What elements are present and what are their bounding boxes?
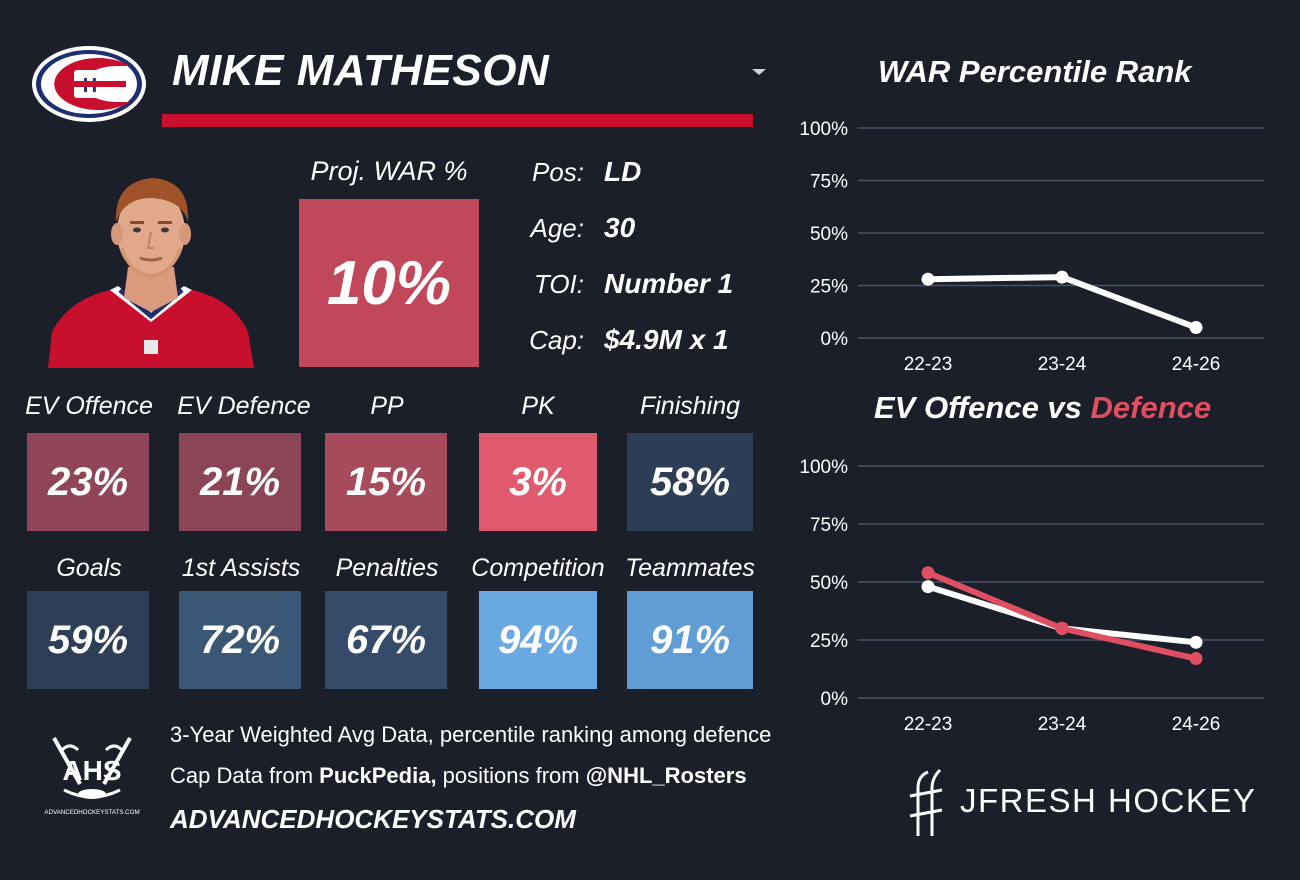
x-tick-label: 24-26 — [1172, 354, 1221, 375]
info-key: Age: — [530, 212, 585, 243]
info-value: LD — [604, 156, 642, 187]
stat-label-1st-assists: 1st Assists — [181, 554, 301, 582]
x-tick-label: 23-24 — [1038, 354, 1087, 375]
proj-war-label: Proj. WAR % — [310, 156, 468, 186]
chart-title-part2: Defence — [1090, 390, 1212, 425]
stat-tile-finishing: 58% — [627, 433, 753, 531]
stat-label-goals: Goals — [56, 554, 122, 582]
chevron-down-icon[interactable] — [750, 66, 768, 78]
footer-text: Cap Data from — [170, 763, 320, 788]
war-percentile-chart: 0% 25% 50% 75% 100% 22-23 23-24 24-26 — [799, 119, 1264, 375]
y-tick-label: 25% — [810, 631, 848, 652]
info-row-cap: Cap: $4.9M x 1 — [520, 320, 770, 360]
stat-tile-1st-assists: 72% — [179, 591, 301, 689]
stat-tile-competition: 94% — [479, 591, 597, 689]
chart-title-ev: EV Offence vs Defence — [874, 390, 1211, 426]
ahs-logo-text: AHS — [62, 755, 121, 786]
info-row-position: Pos: LD — [520, 152, 770, 192]
stat-tile-teammates: 91% — [627, 591, 753, 689]
ev-offence-defence-chart: 0% 25% 50% 75% 100% 22-23 23-24 24-26 — [799, 457, 1264, 735]
chart-title-war: WAR Percentile Rank — [878, 54, 1192, 89]
info-key: Cap: — [529, 324, 584, 355]
jfresh-hockey-logo: JFRESH HOCKEY — [909, 768, 1256, 836]
y-tick-label: 100% — [799, 119, 848, 140]
footer-text: positions from — [436, 763, 586, 788]
footer-note-sources: Cap Data from PuckPedia, positions from … — [170, 763, 747, 789]
stat-label-penalties: Penalties — [335, 554, 439, 582]
stat-label-ev-defence: EV Defence — [177, 392, 311, 420]
player-name: MIKE MATHESON — [172, 46, 550, 95]
x-tick-label: 22-23 — [904, 714, 953, 735]
website-link[interactable]: ADVANCEDHOCKEYSTATS.COM — [170, 804, 576, 834]
data-point — [1189, 321, 1203, 334]
x-tick-label: 24-26 — [1172, 714, 1221, 735]
team-logo: H — [32, 46, 146, 122]
y-tick-label: 0% — [821, 329, 849, 350]
puckpedia-link[interactable]: PuckPedia, — [319, 763, 437, 788]
stat-tile-ev-offence: 23% — [27, 433, 149, 531]
ahs-logo-subtext: ADVANCEDHOCKEYSTATS.COM — [44, 809, 139, 816]
y-tick-label: 0% — [821, 689, 849, 710]
chart-title-part1: EV Offence vs — [874, 390, 1091, 425]
proj-war-value: 10% — [299, 199, 479, 367]
stat-tile-pk: 3% — [479, 433, 597, 531]
info-value: $4.9M x 1 — [604, 324, 729, 355]
y-tick-label: 75% — [810, 515, 848, 536]
series-line — [925, 569, 1199, 662]
data-point — [921, 580, 935, 594]
info-value: 30 — [604, 212, 636, 243]
nhl-rosters-link[interactable]: @NHL_Rosters — [585, 763, 747, 788]
y-tick-label: 50% — [810, 224, 848, 245]
x-tick-label: 22-23 — [904, 354, 953, 375]
footer-note-data: 3-Year Weighted Avg Data, percentile ran… — [170, 722, 772, 747]
info-row-age: Age: 30 — [520, 208, 770, 248]
stat-tile-goals: 59% — [27, 591, 149, 689]
y-tick-label: 25% — [810, 277, 848, 298]
stat-label-finishing: Finishing — [639, 392, 741, 420]
info-value: Number 1 — [604, 268, 734, 299]
x-tick-label: 23-24 — [1038, 714, 1087, 735]
stat-tile-penalties: 67% — [325, 591, 447, 689]
data-point — [1055, 621, 1069, 635]
stat-tile-ev-defence: 21% — [179, 433, 301, 531]
data-point — [1055, 270, 1069, 284]
data-point — [921, 566, 935, 580]
brand-text: JFRESH HOCKEY — [960, 782, 1256, 819]
y-tick-label: 100% — [799, 457, 848, 478]
stat-label-ev-offence: EV Offence — [25, 392, 153, 420]
info-key: TOI: — [533, 268, 584, 299]
ahs-logo: AHS ADVANCEDHOCKEYSTATS.COM — [44, 737, 140, 816]
stat-label-pk: PK — [521, 392, 555, 420]
stat-label-teammates: Teammates — [625, 554, 755, 582]
data-point — [921, 272, 935, 286]
y-tick-label: 50% — [810, 573, 848, 594]
player-headshot — [48, 172, 254, 368]
name-underline — [162, 114, 753, 127]
y-tick-label: 75% — [810, 172, 848, 193]
info-row-toi: TOI: Number 1 — [520, 264, 770, 304]
series-line — [925, 274, 1199, 331]
stat-label-pp: PP — [370, 392, 404, 420]
stat-tile-pp: 15% — [325, 433, 447, 531]
stat-label-competition: Competition — [471, 554, 605, 582]
data-point — [1189, 635, 1203, 649]
info-key: Pos: — [531, 156, 584, 187]
data-point — [1189, 652, 1203, 666]
